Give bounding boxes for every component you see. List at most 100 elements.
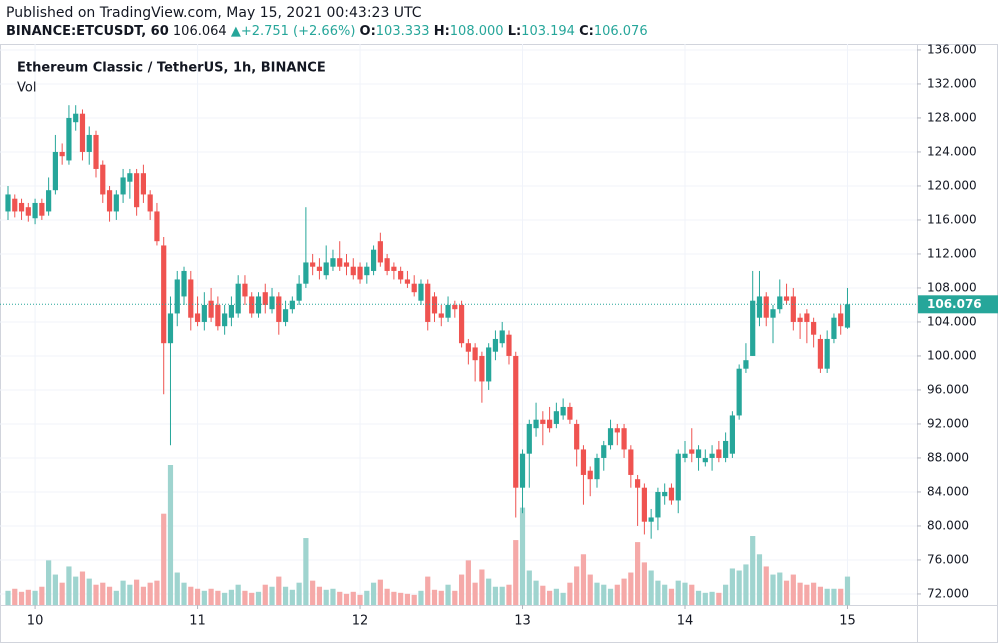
volume-bar [25,589,31,605]
volume-bar [594,582,600,605]
volume-bar [675,580,681,605]
volume-bar [404,593,411,605]
volume-bar [18,591,25,605]
candle-body [222,313,228,327]
candle-body [709,453,715,458]
volume-bar [86,578,92,605]
candle-body [79,113,86,152]
volume-bar [668,588,675,605]
y-tick-label: 84.000 [927,484,969,498]
volume-bar [628,572,634,605]
x-tick-label: 14 [677,614,694,629]
volume-label: Vol [17,81,36,96]
ohlc-value: 103.333 [375,24,430,39]
volume-bar [506,584,512,605]
volume-bar [486,578,492,605]
volume-bar [282,586,289,605]
volume-bar [472,582,478,605]
volume-bar [743,564,749,605]
volume-bar [533,580,539,605]
candle-body [269,296,275,310]
candle-body [330,258,336,267]
volume-bar [418,590,424,605]
candle-body [364,266,370,276]
volume-bar [262,584,268,605]
candle-body [716,449,722,458]
candle-body [194,313,201,322]
volume-bar [580,554,587,605]
candle-body [377,241,383,263]
y-tick-label: 92.000 [927,416,969,430]
candle-body [337,258,343,267]
volume-bar [181,582,187,605]
volume-bar [350,591,356,605]
volume-bar [32,590,38,605]
volume-bar [804,584,810,605]
symbol-bar: BINANCE:ETCUSDT, 60 106.064 ▲+2.751 (+2.… [6,24,648,39]
candle-body [513,355,519,488]
candle-body [161,245,167,344]
candle-body [357,266,363,280]
candle-body [66,117,72,161]
y-tick-label: 72.000 [927,586,969,600]
ohlc-label: O: [359,24,376,39]
y-tick-label: 120.000 [927,178,977,192]
volume-bar [716,592,722,605]
candle-body [73,113,79,123]
ohlc-label: H: [433,24,450,39]
candle-body [310,262,316,267]
x-tick-label: 12 [352,614,369,629]
candle-body [188,279,194,318]
candle-body [574,423,580,450]
candle-body [736,368,742,416]
candle-body [445,304,451,318]
volume-bar [289,589,295,605]
last-price-label: 106.076 [927,297,982,311]
x-tick-label: 10 [27,614,44,629]
candle-body [777,296,783,310]
candle-body [134,173,140,208]
candle-body [276,296,282,322]
candle-body [614,428,620,433]
volume-bar [384,588,390,605]
volume-bar [120,580,126,605]
volume-bar [574,566,580,605]
volume-bar [194,588,201,605]
y-tick-label: 96.000 [927,382,969,396]
volume-bar [93,584,99,605]
volume-bar [465,560,471,605]
volume-bar [567,582,573,605]
volume-bar [5,590,11,605]
candle-body [350,266,356,276]
candle-body [215,304,221,327]
volume-bar [729,568,735,605]
y-tick-label: 124.000 [927,144,977,158]
volume-bar [52,574,58,605]
grid [0,44,917,605]
volume-bar [337,591,343,605]
candle-body [147,194,153,212]
volume-bar [330,588,336,605]
chart-title: Ethereum Classic / TetherUS, 1h, BINANCE [17,61,326,76]
change-arrow: ▲ [230,24,241,39]
volume-bar [276,576,282,605]
volume-bar [452,590,458,605]
volume-bar [770,574,776,605]
volume-bar [783,580,790,605]
volume-bar [438,590,444,605]
candle-body [418,283,424,301]
volume-bar [553,588,559,605]
volume-bar [621,578,627,605]
ohlc-value: 103.194 [521,24,575,39]
candle-body [567,406,573,420]
volume-bar [736,570,742,605]
volume-bar [79,571,86,605]
candle-body [343,262,350,267]
volume-bar [607,588,614,605]
candle-body [425,283,431,322]
candle-body [174,279,180,314]
volume-bar [763,566,769,605]
y-tick-label: 136.000 [927,42,977,56]
candle-body [458,304,465,344]
